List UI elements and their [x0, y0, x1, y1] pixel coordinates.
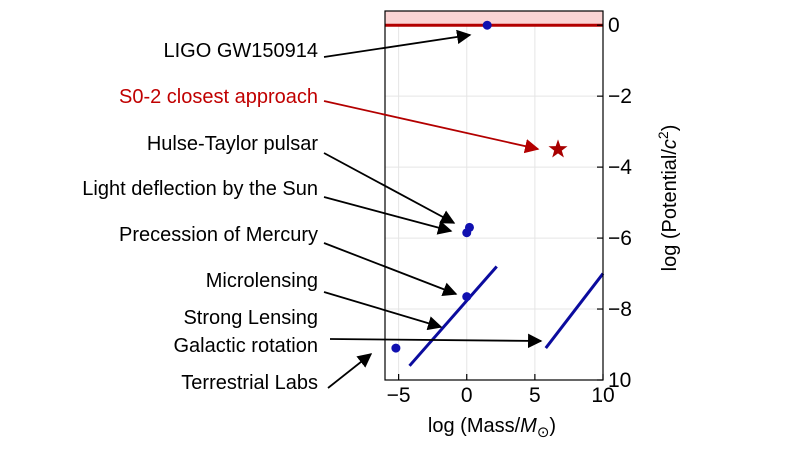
x-tick-label: 10 [591, 384, 614, 407]
segment-group [408, 265, 605, 367]
terrestrial-labs-point [391, 343, 401, 353]
light-deflection-by-the-sun-label: Light deflection by the Sun [82, 178, 318, 200]
microlensing-point [462, 292, 472, 302]
ligo-gw150914-point [482, 20, 492, 30]
galactic-rotation-label: Galactic rotation [173, 335, 318, 357]
strong-lensing-label: Strong Lensing [183, 307, 318, 329]
x-axis-label: log (Mass/M⊙) [428, 415, 556, 441]
s0-2-star-marker [548, 139, 568, 158]
galactic-rotation-line [544, 272, 605, 349]
grid-lines [385, 11, 604, 381]
x-tick-label: 0 [461, 384, 473, 407]
y-tick-label: −4 [608, 156, 632, 179]
y-tick-label: 0 [608, 14, 620, 37]
shaded-region [385, 11, 603, 26]
precession-of-mercury-label: Precession of Mercury [119, 224, 318, 246]
ligo-gw150914-arrow [323, 29, 472, 58]
y-tick-label: −8 [608, 298, 632, 321]
y-axis-ticks: 0 −2 −4 −6 −8 10 [597, 14, 632, 392]
light-deflection-by-the-sun-arrow [323, 196, 453, 235]
y-axis-label: log (Potential/c2) [655, 125, 681, 272]
microlensing-arrow [323, 291, 443, 331]
s0-2-closest-approach-arrow [323, 100, 540, 154]
hulse-taylor-pulsar-label: Hulse-Taylor pulsar [147, 133, 319, 155]
x-tick-label: 5 [529, 384, 541, 407]
ligo-gw150914-label: LIGO GW150914 [163, 40, 318, 62]
terrestrial-labs-arrow [327, 353, 373, 389]
hulse-taylor-pulsar-arrow [323, 152, 456, 224]
y-tick-label: −2 [608, 85, 632, 108]
terrestrial-labs-label: Terrestrial Labs [181, 372, 318, 394]
x-tick-label: −5 [387, 384, 411, 407]
y-tick-label: 10 [608, 369, 631, 392]
light-deflection-by-the-sun-point [462, 228, 472, 238]
s0-2-closest-approach-label: S0-2 closest approach [119, 86, 318, 108]
microlensing-label: Microlensing [206, 270, 318, 292]
galactic-rotation-arrow [329, 333, 543, 349]
point-group [391, 20, 492, 353]
x-axis-ticks: −5 0 5 10 [387, 374, 615, 407]
plot-frame [384, 10, 604, 381]
strong-lensing-line [408, 265, 498, 367]
y-tick-label: −6 [608, 227, 632, 250]
annotation-group: LIGO GW150914 S0-2 closest approach Hulse-… [82, 29, 543, 394]
precession-of-mercury-arrow [323, 242, 458, 297]
